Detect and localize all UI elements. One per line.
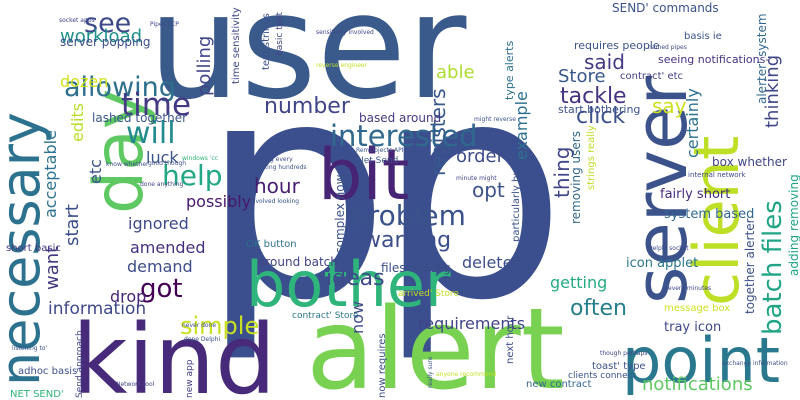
cloud-word: often bbox=[570, 298, 627, 320]
cloud-word: involved looking bbox=[250, 199, 299, 205]
cloud-word: deleted bbox=[462, 255, 523, 271]
cloud-word: notifications bbox=[642, 376, 753, 394]
cloud-word: reverse engineer bbox=[316, 63, 367, 69]
cloud-word: lashed together bbox=[92, 112, 187, 124]
cloud-word: Net Send bbox=[357, 157, 398, 166]
cloud-word: seeing notifications- bbox=[658, 54, 769, 65]
cloud-word: really sure bbox=[428, 357, 434, 388]
cloud-word: problem bbox=[350, 202, 466, 230]
cloud-word: know whether bbox=[106, 162, 148, 168]
cloud-word: contract' etc bbox=[620, 72, 683, 82]
cloud-word: exchange information bbox=[722, 361, 788, 367]
cloud-word: hour bbox=[254, 176, 300, 196]
cloud-word: minute might bbox=[456, 176, 497, 182]
cloud-word: new app bbox=[186, 360, 195, 398]
cloud-word: short basic bbox=[6, 244, 61, 254]
cloud-word: order bbox=[456, 148, 504, 166]
cloud-word: etc bbox=[88, 159, 104, 184]
cloud-word: SEND' commands bbox=[612, 2, 719, 14]
cloud-word: batch files bbox=[760, 200, 786, 335]
cloud-word: possibly bbox=[186, 194, 251, 210]
cloud-word: box whether bbox=[712, 156, 787, 168]
cloud-word: amended bbox=[130, 240, 206, 256]
cloud-word: certainly bbox=[685, 88, 701, 158]
cloud-word: Delphi socket bbox=[648, 246, 689, 252]
cloud-word: Pipes TCP bbox=[150, 22, 179, 28]
cloud-word: ignored bbox=[128, 216, 189, 232]
cloud-word: Network tool bbox=[116, 382, 154, 388]
cloud-word: strings really bbox=[587, 125, 597, 190]
cloud-word: time sensitivity bbox=[232, 7, 242, 84]
cloud-word: icon applet bbox=[626, 257, 698, 270]
cloud-word: toast' type bbox=[592, 362, 646, 372]
cloud-word: every minutes bbox=[668, 286, 711, 292]
cloud-word: next hour bbox=[506, 316, 516, 364]
cloud-word: fairly short bbox=[660, 188, 730, 201]
cloud-word: arrived' Store bbox=[398, 290, 459, 299]
cloud-word: Store bbox=[558, 68, 606, 86]
cloud-word: acceptable bbox=[43, 130, 59, 218]
cloud-word: Send approach bbox=[76, 330, 85, 398]
cloud-word: done anything bbox=[140, 182, 183, 188]
cloud-word: registers bbox=[428, 88, 448, 176]
cloud-word: tray icon bbox=[664, 321, 721, 334]
cloud-word: contract' Store bbox=[292, 312, 359, 321]
cloud-word: adhoc basis bbox=[18, 367, 77, 377]
cloud-word: demand bbox=[127, 259, 193, 275]
cloud-word: basic text bbox=[276, 12, 285, 56]
cloud-word: particularly busy bbox=[512, 158, 522, 242]
cloud-word: drop bbox=[110, 289, 146, 305]
cloud-word: system based bbox=[664, 208, 754, 221]
cloud-word: getting bbox=[550, 275, 607, 291]
cloud-word: start bothering bbox=[558, 104, 640, 115]
cloud-word: complex now bbox=[334, 175, 346, 254]
cloud-word: though perhaps bbox=[600, 351, 647, 357]
cloud-word: OK button bbox=[246, 240, 297, 250]
cloud-word: got bbox=[140, 276, 183, 302]
cloud-word: good though bbox=[148, 161, 186, 167]
cloud-word: internal network bbox=[688, 172, 746, 179]
cloud-word: dozen bbox=[60, 74, 108, 90]
cloud-word: socket apps bbox=[59, 18, 95, 24]
cloud-word: new contract bbox=[526, 380, 591, 390]
cloud-word: opt bbox=[472, 180, 505, 200]
cloud-word: together alerter bbox=[744, 218, 756, 314]
cloud-word: NET SEND' bbox=[10, 390, 64, 400]
cloud-word: listening to' bbox=[12, 346, 47, 352]
cloud-word: never done bbox=[182, 323, 216, 329]
cloud-word: adding removing bbox=[788, 174, 800, 276]
cloud-word: anyone recommend bbox=[436, 372, 496, 378]
cloud-word: polling bbox=[196, 36, 214, 96]
cloud-word: requires people bbox=[574, 40, 660, 51]
cloud-word: RemObjects API bbox=[356, 148, 404, 154]
cloud-word: message box bbox=[664, 304, 730, 314]
cloud-word: windows 'cc bbox=[182, 156, 218, 162]
cloud-word: based around bbox=[359, 112, 441, 124]
cloud-word: able bbox=[436, 64, 475, 82]
cloud-word: say bbox=[652, 96, 687, 116]
cloud-word: ideas bbox=[326, 268, 385, 290]
cloud-word: named pipes bbox=[648, 45, 687, 51]
cloud-word: sensitivity involved bbox=[316, 30, 374, 36]
cloud-word: warning bbox=[363, 230, 451, 252]
cloud-word: basis ie bbox=[684, 32, 722, 42]
cloud-word: number bbox=[264, 96, 350, 118]
cloud-word: type alerts bbox=[504, 41, 515, 100]
cloud-word: now requires bbox=[378, 333, 388, 398]
cloud-word: clients connect bbox=[568, 372, 636, 381]
cloud-word: removing users bbox=[570, 131, 582, 224]
cloud-word: text strings bbox=[262, 13, 272, 70]
cloud-word: example bbox=[514, 91, 530, 160]
cloud-word: done Delphi bbox=[184, 337, 220, 343]
cloud-word: server popping bbox=[60, 36, 151, 48]
cloud-word: around batch bbox=[258, 256, 338, 268]
cloud-word: looking every bbox=[252, 157, 293, 163]
cloud-word: might reverse bbox=[474, 117, 516, 123]
cloud-word: files adding bbox=[381, 262, 451, 274]
cloud-word: talking hundreds bbox=[256, 165, 307, 171]
cloud-word: edits bbox=[70, 103, 86, 142]
cloud-word: start bbox=[64, 204, 82, 246]
